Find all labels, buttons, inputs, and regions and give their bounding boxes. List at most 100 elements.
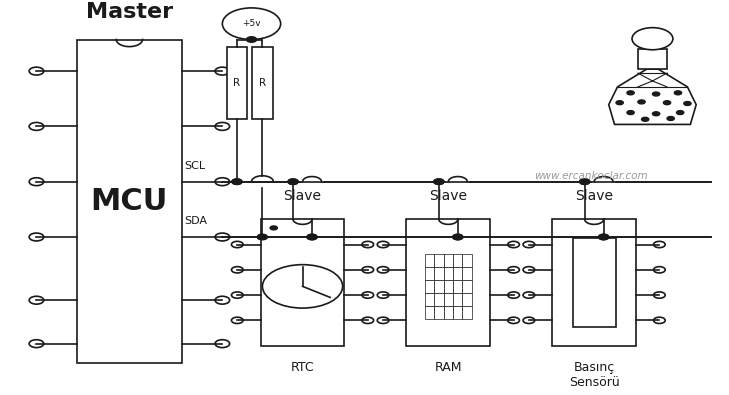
Circle shape bbox=[232, 241, 243, 248]
Circle shape bbox=[599, 234, 609, 240]
Circle shape bbox=[580, 179, 590, 184]
FancyBboxPatch shape bbox=[261, 219, 344, 346]
Circle shape bbox=[215, 122, 230, 130]
Circle shape bbox=[215, 67, 230, 75]
Circle shape bbox=[627, 111, 634, 115]
Circle shape bbox=[232, 292, 243, 298]
Circle shape bbox=[29, 340, 44, 348]
Circle shape bbox=[232, 267, 243, 273]
Circle shape bbox=[378, 241, 389, 248]
FancyBboxPatch shape bbox=[434, 293, 444, 306]
FancyBboxPatch shape bbox=[425, 293, 434, 306]
FancyBboxPatch shape bbox=[462, 267, 472, 280]
Text: Basınç
Sensörü: Basınç Sensörü bbox=[569, 361, 620, 389]
FancyBboxPatch shape bbox=[425, 267, 434, 280]
Circle shape bbox=[362, 267, 373, 273]
FancyBboxPatch shape bbox=[638, 49, 667, 69]
Circle shape bbox=[653, 241, 665, 248]
Circle shape bbox=[652, 112, 660, 116]
FancyBboxPatch shape bbox=[453, 306, 462, 319]
Text: Slave: Slave bbox=[575, 190, 613, 203]
Circle shape bbox=[684, 102, 691, 105]
Circle shape bbox=[507, 267, 519, 273]
Circle shape bbox=[507, 292, 519, 298]
Text: R: R bbox=[259, 78, 266, 88]
Circle shape bbox=[270, 226, 277, 230]
Text: MCU: MCU bbox=[90, 187, 168, 216]
Circle shape bbox=[674, 91, 682, 95]
Circle shape bbox=[246, 37, 257, 42]
Circle shape bbox=[523, 267, 534, 273]
FancyBboxPatch shape bbox=[444, 306, 453, 319]
FancyBboxPatch shape bbox=[553, 219, 636, 346]
FancyBboxPatch shape bbox=[573, 238, 615, 327]
Circle shape bbox=[288, 179, 298, 184]
Circle shape bbox=[29, 122, 44, 130]
Circle shape bbox=[378, 317, 389, 324]
Circle shape bbox=[667, 117, 674, 120]
FancyBboxPatch shape bbox=[453, 254, 462, 267]
Circle shape bbox=[453, 234, 463, 240]
FancyBboxPatch shape bbox=[77, 40, 182, 363]
Circle shape bbox=[232, 179, 242, 184]
Circle shape bbox=[29, 67, 44, 75]
Circle shape bbox=[523, 241, 534, 248]
Circle shape bbox=[453, 234, 463, 240]
FancyBboxPatch shape bbox=[434, 267, 444, 280]
Circle shape bbox=[257, 234, 268, 240]
Circle shape bbox=[616, 101, 623, 105]
FancyBboxPatch shape bbox=[425, 306, 434, 319]
FancyBboxPatch shape bbox=[462, 293, 472, 306]
Circle shape bbox=[307, 234, 317, 240]
Text: RAM: RAM bbox=[434, 361, 462, 374]
Circle shape bbox=[507, 241, 519, 248]
FancyBboxPatch shape bbox=[434, 254, 444, 267]
FancyBboxPatch shape bbox=[434, 280, 444, 293]
Circle shape bbox=[653, 292, 665, 298]
Circle shape bbox=[29, 233, 44, 241]
Text: SDA: SDA bbox=[184, 216, 208, 226]
FancyBboxPatch shape bbox=[425, 254, 434, 267]
Circle shape bbox=[29, 296, 44, 304]
Circle shape bbox=[523, 292, 534, 298]
Circle shape bbox=[307, 234, 317, 240]
FancyBboxPatch shape bbox=[453, 267, 462, 280]
Circle shape bbox=[378, 267, 389, 273]
FancyBboxPatch shape bbox=[444, 267, 453, 280]
FancyBboxPatch shape bbox=[434, 306, 444, 319]
Text: Slave: Slave bbox=[429, 190, 467, 203]
Circle shape bbox=[257, 234, 268, 240]
Circle shape bbox=[262, 265, 343, 308]
Text: SCL: SCL bbox=[184, 161, 206, 171]
Circle shape bbox=[215, 178, 230, 186]
FancyBboxPatch shape bbox=[227, 47, 247, 118]
FancyBboxPatch shape bbox=[462, 280, 472, 293]
FancyBboxPatch shape bbox=[453, 280, 462, 293]
FancyBboxPatch shape bbox=[444, 293, 453, 306]
Circle shape bbox=[232, 179, 242, 184]
Circle shape bbox=[653, 267, 665, 273]
Text: Slave: Slave bbox=[284, 190, 321, 203]
FancyBboxPatch shape bbox=[462, 254, 472, 267]
Circle shape bbox=[653, 317, 665, 324]
Text: www.ercankoclar.com: www.ercankoclar.com bbox=[534, 171, 647, 181]
Circle shape bbox=[362, 241, 373, 248]
Circle shape bbox=[652, 92, 660, 96]
Circle shape bbox=[215, 233, 230, 241]
Text: R: R bbox=[233, 78, 241, 88]
Circle shape bbox=[222, 8, 281, 40]
Circle shape bbox=[434, 179, 444, 184]
Circle shape bbox=[677, 111, 684, 115]
Circle shape bbox=[378, 292, 389, 298]
Text: RTC: RTC bbox=[291, 361, 314, 374]
FancyBboxPatch shape bbox=[252, 47, 273, 118]
Circle shape bbox=[663, 101, 671, 105]
Text: Master: Master bbox=[86, 2, 173, 22]
Circle shape bbox=[288, 179, 298, 184]
Polygon shape bbox=[609, 69, 696, 124]
FancyBboxPatch shape bbox=[444, 254, 453, 267]
FancyBboxPatch shape bbox=[425, 280, 434, 293]
Circle shape bbox=[362, 317, 373, 324]
FancyBboxPatch shape bbox=[407, 219, 490, 346]
Circle shape bbox=[232, 317, 243, 324]
